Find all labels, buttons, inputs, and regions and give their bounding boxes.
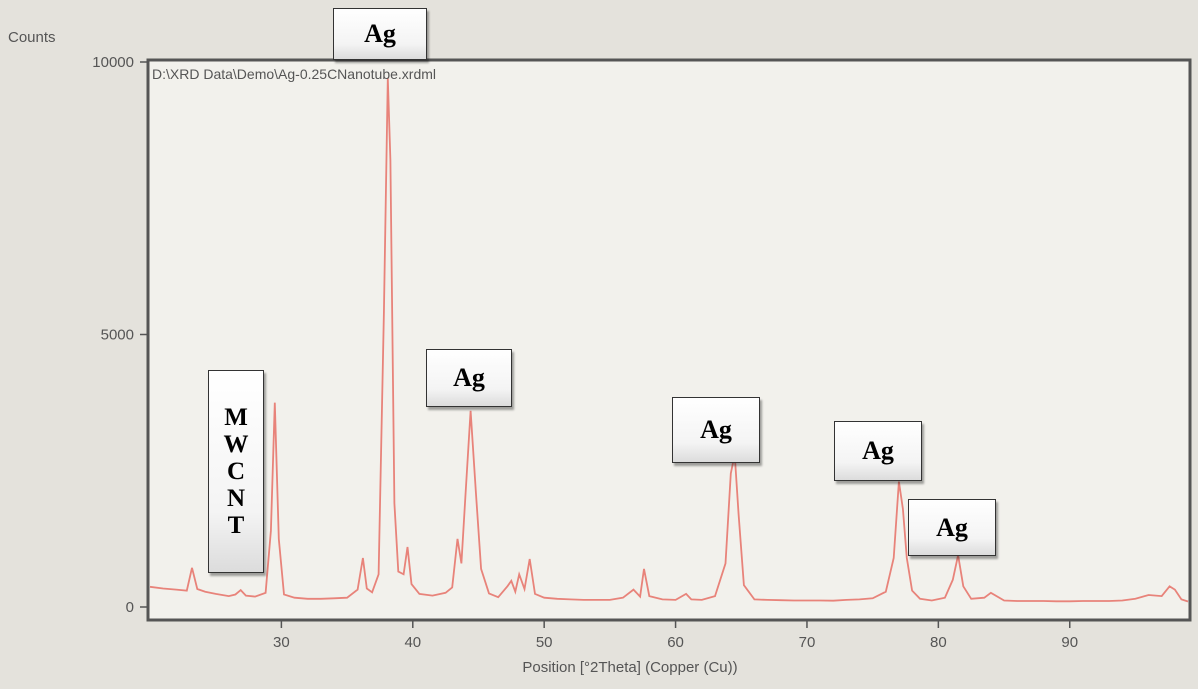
- plot-frame: [146, 58, 1192, 622]
- ag-peak-label-2: Ag: [426, 349, 512, 407]
- mwcnt-peak-label: M W C N T: [208, 370, 264, 573]
- x-tick-label: 80: [930, 634, 947, 651]
- y-axis: 0 5000 10000: [92, 54, 148, 616]
- mwcnt-letter-m: M: [224, 404, 248, 431]
- x-tick-label: 90: [1061, 634, 1078, 651]
- ag-peak-label-4: Ag: [834, 421, 922, 481]
- ag-peak-label-1-text: Ag: [364, 19, 396, 48]
- y-axis-title: Counts: [8, 29, 56, 46]
- y-tick-label: 10000: [92, 54, 134, 71]
- ag-peak-label-1: Ag: [333, 8, 427, 60]
- ag-peak-label-2-text: Ag: [453, 363, 485, 392]
- ag-peak-label-3: Ag: [672, 397, 760, 463]
- ag-peak-label-4-text: Ag: [862, 436, 894, 465]
- x-axis-title: Position [°2Theta] (Copper (Cu)): [522, 659, 737, 676]
- mwcnt-letter-w: W: [223, 431, 249, 458]
- mwcnt-letter-t: T: [227, 512, 245, 539]
- x-tick-label: 40: [404, 634, 421, 651]
- y-tick-label: 0: [126, 599, 134, 616]
- mwcnt-letter-c: C: [226, 458, 246, 485]
- y-tick-label: 5000: [101, 327, 134, 344]
- ag-peak-label-5: Ag: [908, 499, 996, 556]
- x-tick-label: 60: [667, 634, 684, 651]
- file-path-label: D:\XRD Data\Demo\Ag-0.25CNanotube.xrdml: [152, 66, 436, 82]
- x-tick-label: 50: [536, 634, 553, 651]
- x-tick-label: 30: [273, 634, 290, 651]
- x-tick-label: 70: [799, 634, 816, 651]
- ag-peak-label-3-text: Ag: [700, 415, 732, 444]
- ag-peak-label-5-text: Ag: [936, 512, 968, 542]
- x-axis: 30 40 50 60 70 80 90: [273, 620, 1078, 651]
- mwcnt-letter-n: N: [226, 485, 246, 512]
- xrd-pattern-line: [149, 78, 1189, 603]
